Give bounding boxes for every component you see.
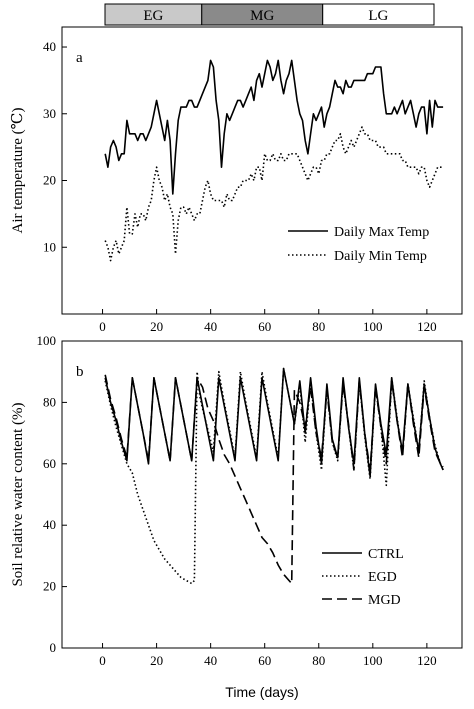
panel-b-x-ticks: 0 20 40 60 80 100 120 bbox=[99, 643, 437, 668]
stage-segment bbox=[322, 3, 435, 26]
growth-stage-bar: EG MG LG bbox=[104, 3, 435, 26]
panel-b-legend: CTRL EGD MGD bbox=[322, 547, 404, 608]
y-tick-label: 60 bbox=[43, 456, 56, 471]
series-line-daily-max-temp bbox=[104, 59, 444, 195]
panel-b: 0 20 40 60 80 100 0 20 40 60 80 100 120 b Soil rela… bbox=[10, 333, 463, 700]
x-tick-label: 0 bbox=[99, 653, 106, 668]
panel-a-y-axis-label: Air temperature (℃) bbox=[10, 108, 26, 234]
x-tick-label: 80 bbox=[312, 653, 325, 668]
x-tick-label: 120 bbox=[417, 653, 437, 668]
y-tick-label: 40 bbox=[43, 39, 56, 54]
panel-a-letter: a bbox=[76, 50, 83, 66]
legend-label: Daily Max Temp bbox=[334, 225, 429, 240]
legend-label: CTRL bbox=[368, 547, 404, 562]
y-tick-label: 20 bbox=[43, 579, 56, 594]
panel-a-legend: Daily Max Temp Daily Min Temp bbox=[288, 225, 429, 264]
stage-label: EG bbox=[143, 8, 163, 24]
series-line-daily-min-temp bbox=[104, 126, 444, 262]
panel-b-y-ticks: 0 20 40 60 80 100 bbox=[37, 333, 67, 655]
series-line-mgd bbox=[104, 374, 444, 585]
x-axis-label: Time (days) bbox=[225, 684, 298, 700]
y-tick-label: 0 bbox=[50, 640, 57, 655]
panel-a-x-ticks: 0 20 40 60 80 100 120 bbox=[99, 309, 437, 334]
x-tick-label: 20 bbox=[150, 319, 163, 334]
y-tick-label: 20 bbox=[43, 173, 56, 188]
y-tick-label: 30 bbox=[43, 106, 56, 121]
panel-b-series bbox=[104, 367, 444, 585]
x-tick-label: 40 bbox=[204, 319, 217, 334]
x-tick-label: 40 bbox=[204, 653, 217, 668]
panel-a-series bbox=[104, 59, 444, 262]
panel-b-frame bbox=[61, 340, 463, 649]
y-tick-label: 40 bbox=[43, 517, 56, 532]
panel-a-frame bbox=[61, 26, 463, 315]
legend-label: Daily Min Temp bbox=[334, 249, 427, 264]
x-tick-label: 100 bbox=[363, 653, 383, 668]
panel-b-y-axis-label: Soil relative water content (%) bbox=[10, 402, 26, 586]
x-tick-label: 0 bbox=[99, 319, 106, 334]
panel-b-letter: b bbox=[76, 364, 84, 380]
panel-a: EG MG LG 10 20 30 40 0 20 40 60 80 100 120 a Air te… bbox=[10, 3, 463, 334]
x-tick-label: 20 bbox=[150, 653, 163, 668]
series-line-ctrl bbox=[104, 367, 444, 477]
x-tick-label: 100 bbox=[363, 319, 383, 334]
panel-a-y-ticks: 10 20 30 40 bbox=[43, 39, 67, 254]
x-tick-label: 120 bbox=[417, 319, 437, 334]
x-tick-label: 80 bbox=[312, 319, 325, 334]
y-tick-label: 100 bbox=[37, 333, 57, 348]
legend-label: EGD bbox=[368, 570, 397, 585]
stage-label: LG bbox=[368, 8, 388, 24]
y-tick-label: 80 bbox=[43, 394, 56, 409]
legend-label: MGD bbox=[368, 593, 401, 608]
y-tick-label: 10 bbox=[43, 239, 56, 254]
series-line-egd bbox=[104, 367, 444, 585]
x-tick-label: 60 bbox=[258, 319, 271, 334]
stage-label: MG bbox=[250, 8, 274, 24]
x-tick-label: 60 bbox=[258, 653, 271, 668]
